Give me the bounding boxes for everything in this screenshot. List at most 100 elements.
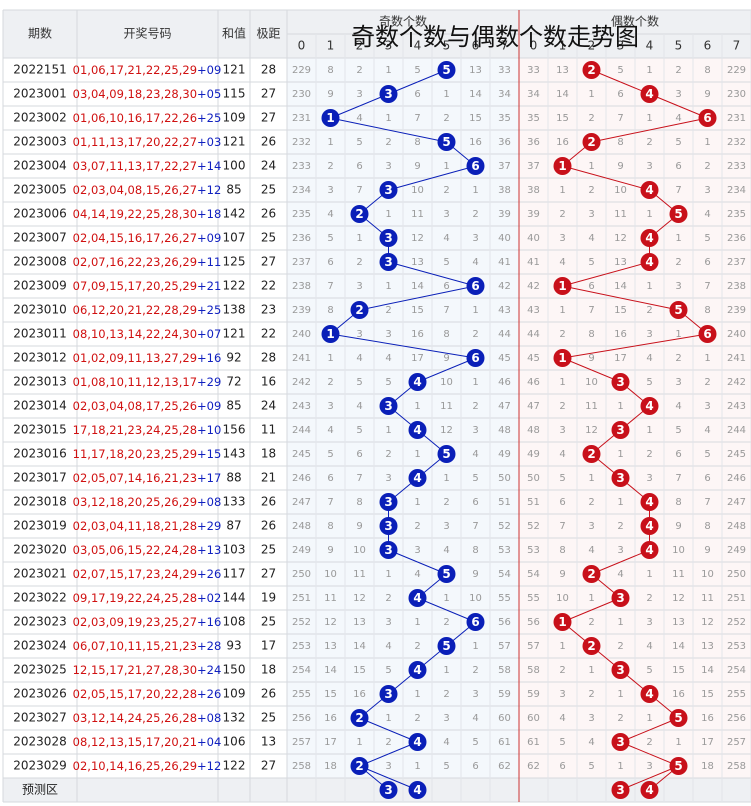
miss-count: 1	[704, 137, 710, 148]
count-header: 4	[414, 39, 422, 53]
miss-count: 5	[617, 65, 623, 76]
count-header: 1	[559, 39, 567, 53]
miss-count: 2	[385, 449, 391, 460]
span: 24	[261, 399, 276, 413]
count-ball	[466, 613, 485, 631]
miss-count: 3	[443, 713, 449, 724]
miss-count: 10	[469, 593, 482, 604]
count-ball	[379, 493, 398, 511]
miss-count: 238	[292, 281, 311, 292]
count-ball	[669, 757, 688, 775]
miss-count: 1	[559, 641, 565, 652]
sum: 138	[223, 303, 246, 317]
trend-line	[562, 357, 621, 383]
draw-numbers: 06,07,10,11,15,21,23+28	[73, 639, 222, 653]
miss-count: 258	[727, 761, 746, 772]
miss-count: 6	[356, 161, 362, 172]
miss-count: 249	[727, 545, 746, 556]
miss-count: 8	[327, 521, 333, 532]
span: 27	[261, 567, 276, 581]
miss-count: 61	[498, 737, 511, 748]
miss-count: 1	[385, 281, 391, 292]
miss-count: 3	[704, 185, 710, 196]
miss-count: 17	[324, 737, 337, 748]
miss-count: 1	[385, 65, 391, 76]
miss-count: 3	[559, 425, 565, 436]
miss-count: 3	[559, 689, 565, 700]
main-numbers: 02,10,14,16,25,26,29	[73, 759, 197, 773]
miss-count: 16	[701, 713, 714, 724]
miss-count: 249	[292, 545, 311, 556]
miss-count: 3	[385, 161, 391, 172]
count-ball	[611, 421, 630, 439]
sum: 133	[223, 495, 246, 509]
miss-count: 1	[646, 425, 652, 436]
count-ball-label: 3	[384, 255, 392, 269]
special-number: +21	[197, 279, 221, 293]
miss-count: 1	[443, 665, 449, 676]
miss-count: 236	[292, 233, 311, 244]
issue: 2023029	[13, 759, 66, 773]
miss-count: 252	[727, 617, 746, 628]
prediction-ball-label: 4	[413, 783, 421, 797]
miss-count: 59	[527, 689, 540, 700]
miss-count: 15	[556, 113, 569, 124]
miss-count: 2	[646, 737, 652, 748]
miss-count: 2	[385, 137, 391, 148]
miss-count: 1	[704, 353, 710, 364]
miss-count: 1	[559, 377, 565, 388]
miss-count: 38	[498, 185, 511, 196]
miss-count: 59	[498, 689, 511, 700]
miss-count: 1	[356, 233, 362, 244]
miss-count: 41	[527, 257, 540, 268]
miss-count: 14	[411, 281, 424, 292]
miss-count: 4	[472, 449, 478, 460]
miss-count: 2	[327, 161, 333, 172]
miss-count: 256	[727, 713, 746, 724]
span: 26	[261, 135, 276, 149]
span: 18	[261, 663, 276, 677]
miss-count: 4	[559, 713, 565, 724]
span: 26	[261, 687, 276, 701]
count-ball	[466, 277, 485, 295]
draw-numbers: 03,12,18,20,25,26,29+08	[73, 495, 222, 509]
count-ball-label: 1	[558, 615, 566, 629]
count-ball-label: 1	[558, 159, 566, 173]
main-numbers: 01,02,09,11,13,27,29	[73, 351, 197, 365]
count-ball	[553, 277, 572, 295]
miss-count: 6	[414, 89, 420, 100]
miss-count: 5	[559, 737, 565, 748]
miss-count: 33	[527, 65, 540, 76]
sum: 122	[223, 279, 246, 293]
draw-numbers: 03,04,09,18,23,28,30+05	[73, 87, 222, 101]
miss-count: 6	[704, 257, 710, 268]
miss-count: 6	[617, 89, 623, 100]
count-ball	[437, 445, 456, 463]
sum: 115	[223, 87, 246, 101]
miss-count: 2	[675, 65, 681, 76]
miss-count: 9	[356, 521, 362, 532]
miss-count: 15	[324, 689, 337, 700]
sum: 143	[223, 447, 246, 461]
miss-count: 5	[385, 377, 391, 388]
miss-count: 6	[472, 761, 478, 772]
miss-count: 16	[556, 137, 569, 148]
count-ball-label: 2	[587, 135, 595, 149]
main-numbers: 03,07,11,13,17,22,27	[73, 159, 197, 173]
miss-count: 7	[327, 281, 333, 292]
draw-numbers: 17,18,21,23,24,25,28+10	[73, 423, 222, 437]
miss-count: 4	[443, 233, 449, 244]
miss-count: 34	[498, 89, 511, 100]
miss-count: 36	[498, 137, 511, 148]
miss-count: 9	[414, 161, 420, 172]
miss-count: 18	[701, 761, 714, 772]
miss-count: 14	[672, 641, 685, 652]
count-header: 3	[385, 39, 393, 53]
count-header: 7	[733, 39, 741, 53]
miss-count: 57	[498, 641, 511, 652]
count-ball	[321, 109, 340, 127]
miss-count: 3	[385, 617, 391, 628]
draw-numbers: 02,03,09,19,23,25,27+16	[73, 615, 222, 629]
count-ball	[640, 229, 659, 247]
miss-count: 11	[585, 401, 598, 412]
